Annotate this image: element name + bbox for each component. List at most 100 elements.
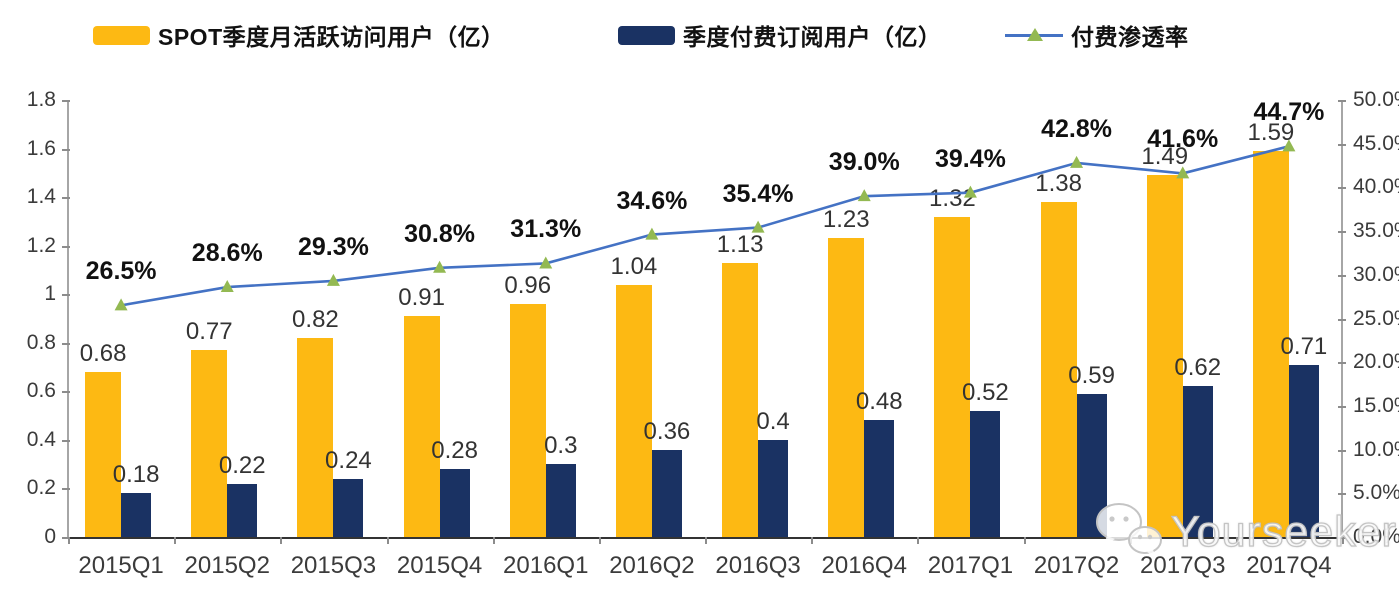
left-axis-tick-label: 0.2 — [26, 476, 56, 500]
subscriber-value-label: 0.52 — [962, 378, 1009, 406]
legend-item-subscribers: 季度付费订阅用户（亿） — [618, 18, 942, 52]
subscriber-value-label: 0.36 — [643, 417, 691, 445]
subscriber-value-label: 0.48 — [855, 388, 903, 416]
penetration-rate-label: 34.6% — [616, 186, 688, 215]
subscriber-value-label: 0.18 — [112, 461, 160, 489]
subscriber-bar — [333, 478, 364, 537]
mau-value-label: 0.77 — [185, 318, 233, 346]
mau-value-label: 1.32 — [929, 184, 976, 212]
subscriber-bar — [121, 493, 152, 537]
penetration-rate-label: 29.3% — [297, 232, 369, 261]
mau-value-label: 0.91 — [398, 284, 445, 312]
x-axis-tick — [917, 537, 920, 544]
subscriber-bar — [545, 464, 576, 537]
right-axis-tick — [1338, 231, 1346, 234]
subscriber-bar — [970, 410, 1001, 537]
subscriber-bar — [864, 420, 895, 537]
x-axis-tick — [280, 537, 283, 544]
x-axis-category-label: 2016Q2 — [609, 552, 695, 579]
subscriber-bar — [227, 483, 258, 537]
left-axis-tick — [62, 342, 70, 345]
x-axis-tick — [1129, 537, 1132, 544]
right-axis-tick-label: 0.0% — [1353, 525, 1399, 548]
line-marker-triangle — [1282, 139, 1296, 152]
x-axis-category-label: 2017Q1 — [927, 552, 1014, 579]
right-axis-tick — [1338, 143, 1346, 146]
penetration-rate-label: 39.0% — [828, 148, 900, 177]
mau-value-label: 1.49 — [1141, 143, 1189, 171]
x-axis-category-label: 2016Q3 — [715, 552, 801, 579]
mau-bar — [297, 337, 334, 537]
right-axis-tick-label: 10.0% — [1353, 437, 1399, 461]
left-axis-tick — [62, 100, 70, 102]
penetration-rate-label: 35.4% — [722, 179, 794, 208]
left-axis-tick-label: 1.6 — [26, 136, 56, 160]
subscriber-bar-legend-swatch — [618, 25, 675, 45]
x-axis-category-label: 2015Q4 — [396, 552, 483, 579]
mau-bar — [828, 238, 865, 537]
x-axis-category-label: 2016Q1 — [503, 552, 589, 579]
line-marker-triangle — [433, 260, 447, 273]
penetration-rate-label: 42.8% — [1041, 114, 1113, 143]
mau-bar — [1146, 175, 1183, 537]
penetration-rate-label: 31.3% — [510, 215, 582, 244]
subscriber-legend-label: 季度付费订阅用户（亿） — [683, 24, 942, 50]
mau-bar — [615, 284, 652, 537]
x-axis-category-label: 2015Q3 — [290, 552, 377, 579]
left-axis-tick — [62, 488, 70, 491]
left-axis-tick — [62, 294, 70, 297]
left-axis-tick — [62, 197, 70, 200]
right-axis-tick-label: 45.0% — [1353, 131, 1399, 155]
line-marker-triangle — [963, 185, 977, 198]
penetration-rate-label: 26.5% — [85, 257, 157, 286]
mau-value-label: 0.82 — [292, 305, 339, 333]
line-marker-triangle — [1176, 166, 1190, 179]
right-axis-tick — [1338, 449, 1346, 452]
triangle-marker-icon — [1027, 27, 1043, 41]
penetration-rate-label: 44.7% — [1253, 98, 1325, 127]
mau-legend-label: SPOT季度月活跃访问用户（亿） — [158, 24, 505, 50]
x-axis-category-label: 2017Q4 — [1246, 552, 1332, 579]
right-axis-tick — [1338, 318, 1346, 321]
x-axis-category-label: 2015Q1 — [78, 552, 164, 579]
mau-value-label: 1.59 — [1247, 118, 1295, 146]
right-axis-tick — [1338, 274, 1346, 277]
legend-item-mau: SPOT季度月活跃访问用户（亿） — [93, 18, 505, 52]
right-axis-tick — [1338, 187, 1346, 190]
left-axis-tick — [62, 537, 70, 539]
right-axis-tick-label: 50.0% — [1353, 88, 1399, 111]
left-axis-tick-label: 0.8 — [26, 330, 56, 354]
subscriber-value-label: 0.59 — [1068, 361, 1115, 389]
penetration-line — [114, 139, 1296, 311]
left-axis-tick-label: 0 — [44, 525, 56, 548]
mau-value-label: 1.23 — [822, 206, 870, 234]
penetration-legend-label: 付费渗透率 — [1071, 24, 1189, 50]
mau-bar — [934, 216, 971, 537]
subscriber-value-label: 0.71 — [1280, 332, 1328, 360]
subscriber-value-label: 0.62 — [1174, 354, 1222, 382]
right-axis-tick-label: 25.0% — [1353, 306, 1399, 330]
mau-value-label: 1.13 — [716, 230, 764, 258]
mau-bar — [1040, 201, 1077, 537]
x-axis-tick — [1235, 537, 1238, 544]
left-axis-tick — [62, 245, 70, 248]
line-marker-triangle — [326, 273, 340, 286]
x-axis-tick — [1023, 537, 1026, 544]
left-axis-tick-label: 0.6 — [26, 379, 56, 403]
left-axis-tick-label: 1.4 — [26, 185, 56, 209]
subscriber-value-label: 0.24 — [325, 446, 372, 474]
x-axis-tick — [386, 537, 389, 544]
x-axis-tick — [811, 537, 814, 544]
left-axis-tick — [62, 148, 70, 151]
penetration-rate-label: 39.4% — [934, 144, 1006, 173]
right-axis-tick — [1338, 405, 1346, 408]
x-axis-category-label: 2017Q3 — [1140, 552, 1226, 579]
subscriber-value-label: 0.4 — [756, 407, 790, 435]
left-axis-tick-label: 0.4 — [26, 427, 56, 451]
subscriber-value-label: 0.28 — [431, 437, 478, 465]
mau-value-label: 1.04 — [610, 252, 658, 280]
penetration-rate-label: 30.8% — [404, 219, 476, 248]
x-axis-category-label: 2016Q4 — [821, 552, 907, 579]
right-axis-tick — [1338, 100, 1346, 102]
mau-bar — [403, 316, 440, 537]
